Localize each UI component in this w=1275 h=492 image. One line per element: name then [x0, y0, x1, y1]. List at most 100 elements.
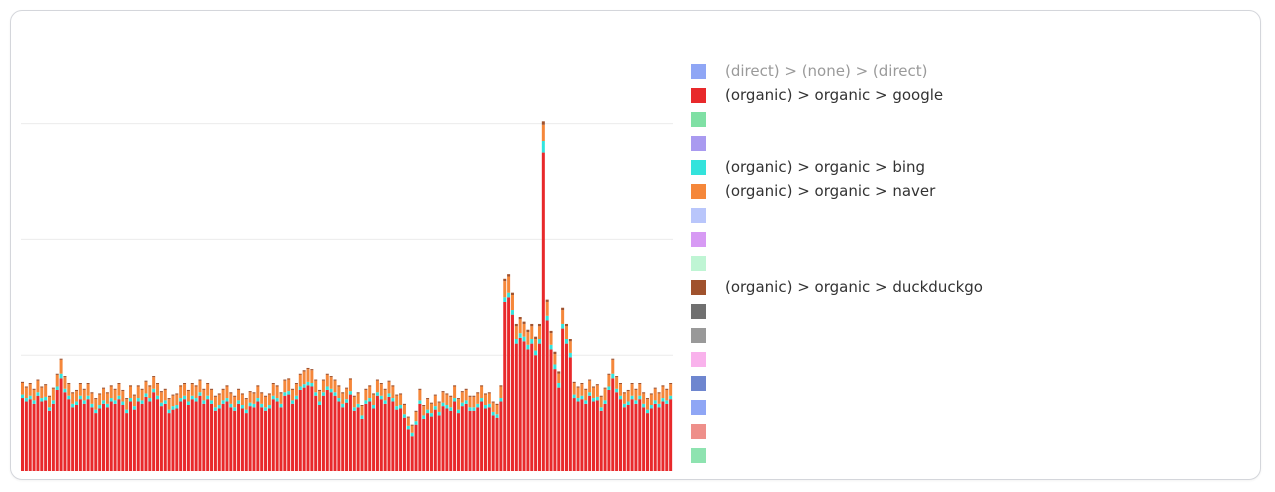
- bar-segment-3[interactable]: [51, 387, 55, 389]
- bar-segment-3[interactable]: [626, 389, 630, 392]
- bar-segment-3[interactable]: [71, 392, 75, 394]
- bar-segment-2[interactable]: [661, 386, 665, 399]
- bar-segment-0[interactable]: [526, 349, 530, 471]
- bar-segment-0[interactable]: [480, 401, 484, 471]
- bar-segment-0[interactable]: [341, 407, 345, 471]
- bar-segment-0[interactable]: [356, 407, 360, 471]
- bar-segment-3[interactable]: [522, 321, 526, 324]
- bar-segment-3[interactable]: [63, 376, 67, 378]
- bar-segment-2[interactable]: [657, 393, 661, 404]
- bar-segment-1[interactable]: [306, 381, 310, 386]
- bar-segment-3[interactable]: [460, 391, 464, 393]
- bar-segment-0[interactable]: [36, 395, 40, 471]
- bar-segment-0[interactable]: [453, 401, 457, 471]
- bar-segment-3[interactable]: [514, 323, 518, 327]
- bar-segment-2[interactable]: [460, 392, 464, 403]
- bar-segment-2[interactable]: [561, 310, 565, 324]
- bar-segment-0[interactable]: [433, 409, 437, 471]
- bar-segment-2[interactable]: [310, 370, 314, 383]
- bar-segment-1[interactable]: [225, 398, 229, 402]
- bar-segment-3[interactable]: [229, 392, 233, 394]
- bar-segment-3[interactable]: [248, 391, 252, 393]
- bar-segment-3[interactable]: [140, 388, 144, 390]
- bar-segment-2[interactable]: [24, 387, 28, 399]
- bar-segment-0[interactable]: [163, 403, 167, 471]
- bar-segment-0[interactable]: [179, 401, 183, 471]
- bar-segment-1[interactable]: [71, 403, 75, 408]
- bar-segment-3[interactable]: [194, 385, 198, 387]
- bar-segment-2[interactable]: [75, 391, 79, 402]
- bar-segment-1[interactable]: [468, 407, 472, 411]
- bar-segment-2[interactable]: [345, 388, 349, 400]
- bar-segment-1[interactable]: [318, 401, 322, 405]
- bar-segment-3[interactable]: [445, 393, 449, 395]
- legend-item[interactable]: (direct) > (none) > (direct): [691, 61, 928, 81]
- bar-segment-3[interactable]: [345, 387, 349, 389]
- bar-segment-3[interactable]: [190, 383, 194, 385]
- bar-segment-3[interactable]: [264, 395, 268, 397]
- bar-segment-0[interactable]: [148, 401, 152, 471]
- bar-segment-1[interactable]: [94, 409, 98, 414]
- bar-segment-2[interactable]: [642, 393, 646, 404]
- legend-item[interactable]: [691, 301, 725, 321]
- bar-segment-0[interactable]: [40, 401, 44, 471]
- bar-segment-0[interactable]: [55, 389, 59, 471]
- bar-segment-3[interactable]: [456, 398, 460, 400]
- bar-segment-2[interactable]: [82, 389, 86, 401]
- bar-segment-2[interactable]: [456, 399, 460, 410]
- bar-segment-1[interactable]: [59, 373, 63, 379]
- bar-segment-1[interactable]: [271, 395, 275, 400]
- bar-segment-1[interactable]: [121, 401, 125, 405]
- bar-segment-3[interactable]: [649, 393, 653, 395]
- bar-segment-3[interactable]: [499, 385, 503, 387]
- bar-segment-0[interactable]: [572, 398, 576, 471]
- bar-segment-3[interactable]: [156, 383, 160, 385]
- bar-segment-1[interactable]: [310, 383, 314, 387]
- bar-segment-1[interactable]: [237, 400, 241, 404]
- bar-segment-0[interactable]: [595, 400, 599, 471]
- bar-segment-2[interactable]: [445, 394, 449, 405]
- bar-segment-1[interactable]: [44, 396, 48, 401]
- bar-segment-0[interactable]: [549, 349, 553, 471]
- bar-segment-2[interactable]: [472, 396, 476, 408]
- bar-segment-0[interactable]: [206, 399, 210, 471]
- bar-segment-2[interactable]: [240, 394, 244, 405]
- bar-segment-1[interactable]: [584, 400, 588, 404]
- bar-segment-0[interactable]: [325, 389, 329, 471]
- bar-segment-0[interactable]: [24, 401, 28, 471]
- bar-segment-3[interactable]: [568, 339, 572, 342]
- bar-segment-2[interactable]: [499, 386, 503, 399]
- bar-segment-2[interactable]: [541, 124, 545, 141]
- legend-item[interactable]: [691, 325, 725, 345]
- bar-segment-1[interactable]: [472, 407, 476, 411]
- bar-segment-0[interactable]: [537, 343, 541, 471]
- bar-segment-0[interactable]: [522, 341, 526, 471]
- bar-segment-0[interactable]: [564, 343, 568, 471]
- bar-segment-0[interactable]: [406, 429, 410, 471]
- bar-segment-2[interactable]: [634, 389, 638, 401]
- bar-segment-2[interactable]: [294, 384, 298, 396]
- bar-segment-0[interactable]: [287, 394, 291, 471]
- bar-segment-1[interactable]: [599, 407, 603, 411]
- bar-segment-0[interactable]: [156, 399, 160, 471]
- bar-segment-2[interactable]: [333, 380, 337, 393]
- bar-segment-1[interactable]: [626, 401, 630, 405]
- bar-segment-2[interactable]: [611, 359, 615, 374]
- bar-segment-0[interactable]: [495, 417, 499, 471]
- bar-segment-1[interactable]: [360, 415, 364, 419]
- bar-segment-0[interactable]: [514, 343, 518, 471]
- bar-segment-3[interactable]: [213, 395, 217, 397]
- bar-segment-0[interactable]: [78, 399, 82, 471]
- bar-segment-2[interactable]: [402, 405, 406, 415]
- bar-segment-0[interactable]: [410, 436, 414, 471]
- bar-segment-3[interactable]: [534, 336, 538, 339]
- bar-segment-1[interactable]: [140, 400, 144, 404]
- bar-segment-0[interactable]: [102, 403, 106, 471]
- bar-segment-2[interactable]: [283, 380, 287, 393]
- bar-segment-1[interactable]: [607, 386, 611, 390]
- bar-segment-0[interactable]: [167, 413, 171, 471]
- bar-segment-1[interactable]: [549, 344, 553, 350]
- bar-segment-2[interactable]: [437, 402, 441, 412]
- bar-segment-1[interactable]: [653, 400, 657, 404]
- bar-segment-3[interactable]: [302, 370, 306, 372]
